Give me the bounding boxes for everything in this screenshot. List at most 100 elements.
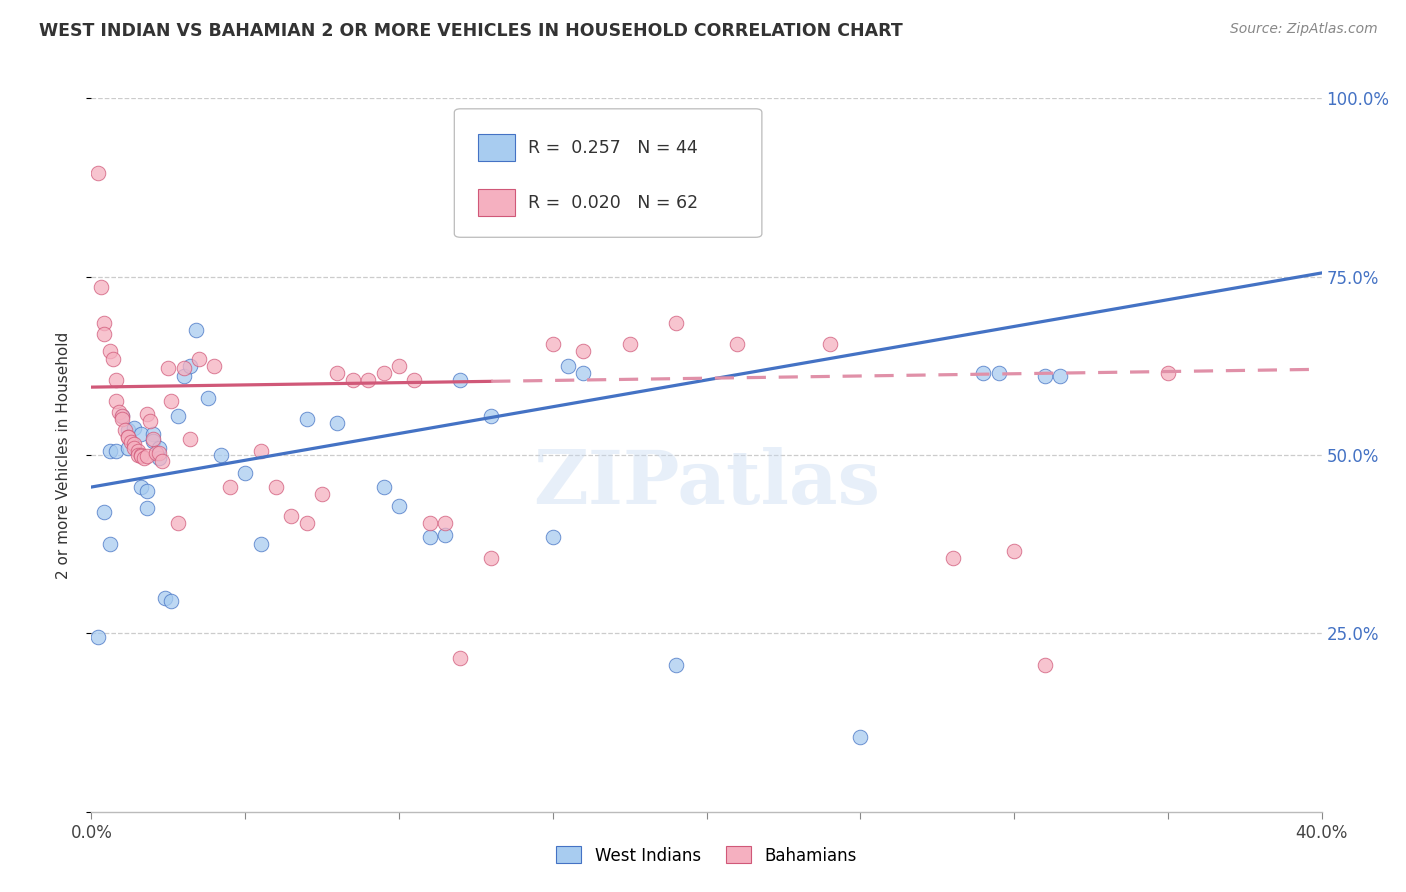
Point bbox=[249, 537, 271, 551]
Point bbox=[124, 441, 146, 455]
Point bbox=[233, 466, 256, 480]
Point bbox=[124, 437, 146, 451]
Point bbox=[86, 166, 108, 180]
Point bbox=[166, 409, 188, 423]
Point bbox=[166, 516, 188, 530]
Point bbox=[135, 450, 157, 464]
Point bbox=[818, 337, 841, 351]
Point bbox=[449, 373, 471, 387]
Point bbox=[153, 591, 177, 605]
Point bbox=[419, 516, 441, 530]
Point bbox=[295, 516, 318, 530]
Point bbox=[160, 394, 183, 409]
Point bbox=[326, 416, 349, 430]
Point bbox=[148, 441, 170, 455]
Point bbox=[311, 487, 333, 501]
Point bbox=[114, 423, 136, 437]
Point bbox=[98, 444, 121, 458]
Point bbox=[127, 444, 149, 458]
Point bbox=[142, 426, 165, 441]
Point bbox=[117, 430, 139, 444]
Point bbox=[101, 351, 124, 366]
Point bbox=[129, 426, 152, 441]
Point bbox=[1033, 369, 1056, 384]
FancyBboxPatch shape bbox=[478, 134, 515, 161]
Point bbox=[479, 551, 502, 566]
Point bbox=[173, 369, 195, 384]
Point bbox=[120, 435, 142, 450]
Point bbox=[541, 530, 564, 544]
Point bbox=[139, 414, 162, 428]
Point bbox=[135, 501, 157, 516]
Point bbox=[127, 448, 149, 462]
Point bbox=[849, 730, 872, 744]
Point bbox=[86, 630, 108, 644]
Point bbox=[135, 483, 157, 498]
Point bbox=[342, 373, 364, 387]
Point bbox=[1033, 658, 1056, 673]
Point bbox=[404, 373, 426, 387]
Point bbox=[619, 337, 641, 351]
Point bbox=[157, 360, 180, 375]
Y-axis label: 2 or more Vehicles in Household: 2 or more Vehicles in Household bbox=[56, 331, 70, 579]
Point bbox=[135, 407, 157, 421]
Point bbox=[434, 528, 457, 542]
Text: R =  0.020   N = 62: R = 0.020 N = 62 bbox=[529, 194, 699, 212]
Point bbox=[209, 448, 232, 462]
Point bbox=[142, 434, 165, 448]
Point bbox=[188, 351, 211, 366]
Point bbox=[419, 530, 441, 544]
Point bbox=[479, 409, 502, 423]
Point bbox=[357, 373, 380, 387]
Point bbox=[108, 405, 131, 419]
Point bbox=[117, 423, 139, 437]
Legend: West Indians, Bahamians: West Indians, Bahamians bbox=[550, 839, 863, 871]
Point bbox=[197, 391, 219, 405]
Point bbox=[972, 366, 994, 380]
Point bbox=[129, 448, 152, 462]
Point bbox=[98, 537, 121, 551]
FancyBboxPatch shape bbox=[478, 189, 515, 216]
Point bbox=[202, 359, 225, 373]
Point bbox=[665, 658, 688, 673]
Point bbox=[1002, 544, 1025, 558]
Point bbox=[987, 366, 1010, 380]
Point bbox=[179, 432, 201, 446]
Point bbox=[572, 366, 595, 380]
Point bbox=[264, 480, 287, 494]
FancyBboxPatch shape bbox=[454, 109, 762, 237]
Point bbox=[541, 337, 564, 351]
Point bbox=[117, 430, 139, 444]
Point bbox=[373, 480, 395, 494]
Point bbox=[105, 394, 127, 409]
Point bbox=[160, 594, 183, 608]
Point bbox=[184, 323, 207, 337]
Text: ZIPatlas: ZIPatlas bbox=[533, 447, 880, 520]
Point bbox=[111, 412, 134, 426]
Point bbox=[173, 360, 195, 375]
Point bbox=[150, 453, 173, 467]
Point bbox=[434, 516, 457, 530]
Point bbox=[1157, 366, 1180, 380]
Point bbox=[942, 551, 965, 566]
Point bbox=[90, 280, 112, 294]
Point bbox=[132, 451, 155, 466]
Point bbox=[725, 337, 748, 351]
Point bbox=[142, 432, 165, 446]
Point bbox=[326, 366, 349, 380]
Point bbox=[111, 409, 134, 423]
Point bbox=[145, 446, 167, 460]
Point bbox=[179, 359, 201, 373]
Point bbox=[572, 344, 595, 359]
Text: Source: ZipAtlas.com: Source: ZipAtlas.com bbox=[1230, 22, 1378, 37]
Point bbox=[129, 480, 152, 494]
Point bbox=[93, 326, 115, 341]
Point bbox=[295, 412, 318, 426]
Point bbox=[388, 359, 411, 373]
Point bbox=[449, 651, 471, 665]
Point bbox=[105, 373, 127, 387]
Point bbox=[111, 409, 134, 423]
Point bbox=[280, 508, 302, 523]
Point bbox=[129, 450, 152, 464]
Point bbox=[1049, 369, 1071, 384]
